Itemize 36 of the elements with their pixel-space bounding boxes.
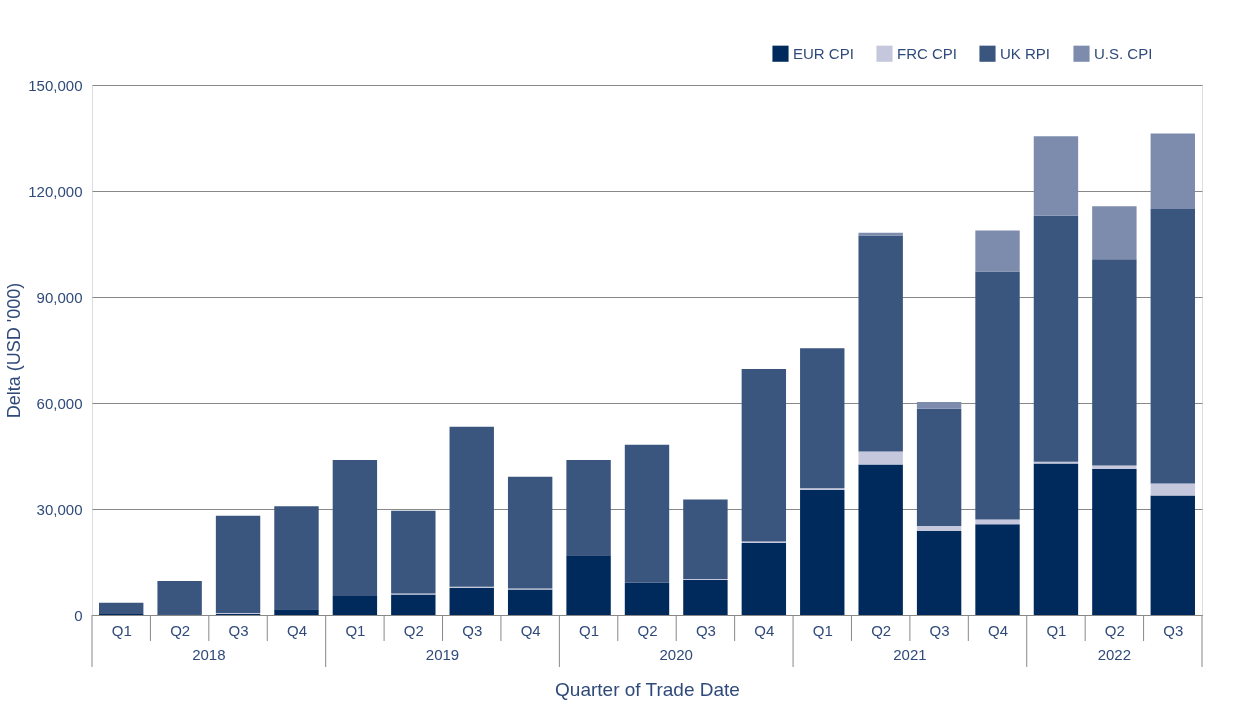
y-tick-label: 30,000: [36, 500, 83, 518]
text: 2018: [192, 646, 226, 663]
text: 2019: [425, 646, 460, 663]
y-tick-label: 120,000: [28, 182, 83, 200]
y-axis-title: Delta (USD '000): [4, 282, 25, 419]
y-tick-label: 150,000: [28, 76, 83, 94]
x-tick-label: Q1: [1046, 621, 1067, 639]
x-tick-label: Q2: [637, 621, 658, 639]
x-tick-label: Q3: [1163, 621, 1184, 639]
text: 2021: [893, 646, 927, 663]
x-tick-label: Q4: [754, 621, 775, 639]
x-axis-title: Quarter of Trade Date: [555, 678, 740, 700]
y-tick-label: 0: [74, 606, 83, 624]
x-tick-label: Q1: [111, 621, 132, 639]
x-tick-label: Q3: [695, 621, 716, 639]
x-tick-label: Q2: [403, 621, 424, 639]
x-tick-label: Q3: [929, 621, 950, 639]
y-tick-label: 90,000: [36, 288, 83, 306]
x-tick-label: Q2: [1104, 621, 1125, 639]
x-tick-label: Q4: [988, 621, 1009, 639]
x-tick-label: Q1: [345, 621, 366, 639]
x-tick-label: Q3: [462, 621, 483, 639]
legend-label: FRC CPI: [897, 44, 957, 62]
text: 2020: [659, 646, 693, 663]
x-tick-label: Q4: [520, 621, 541, 639]
x-tick-label: Q4: [286, 621, 307, 639]
legend-label: UK RPI: [1000, 44, 1051, 62]
x-tick-label: Q2: [871, 621, 892, 639]
legend-label: EUR CPI: [793, 44, 854, 62]
text: 2022: [1097, 646, 1132, 663]
legend-label: U.S. CPI: [1094, 44, 1153, 62]
x-tick-label: Q2: [170, 621, 191, 639]
x-tick-label: Q3: [228, 621, 249, 639]
x-tick-label: Q1: [579, 621, 600, 639]
y-tick-label: 60,000: [36, 394, 83, 412]
x-tick-label: Q1: [812, 621, 833, 639]
